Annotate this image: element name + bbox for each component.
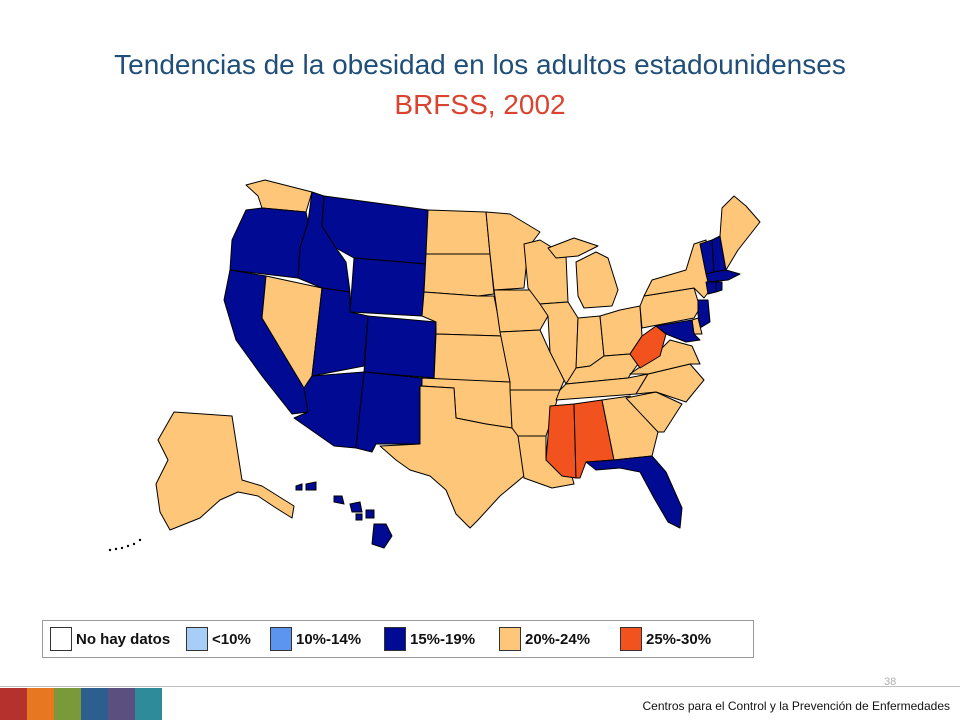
legend-label-10-14: 10%-14% [296,630,362,648]
legend-swatch-15-19 [384,627,406,651]
state-fl [585,455,683,529]
state-wa [245,179,313,213]
state-mi [575,251,619,309]
footer-organization: Centros para el Control y la Prevención … [642,699,951,713]
footer-bar-1 [0,688,27,720]
state-ga [601,395,659,461]
legend-item-10-14: 10%-14% [270,626,361,652]
legend-item-20-24: 20%-24% [499,626,590,652]
state-mi-up [547,237,599,259]
state-mo [499,329,567,391]
legend-swatch-no-data [50,627,72,651]
legend-item-15-19: 15%-19% [384,626,475,652]
state-md [655,319,701,343]
legend: No hay datos <10% 10%-14% 15%-19% 20%-24… [42,620,754,658]
state-ky [565,353,639,385]
state-hi [295,481,393,549]
state-wy [349,257,427,317]
footer-divider [0,686,960,687]
state-or [229,207,309,279]
legend-label-25-30: 25%-30% [646,630,712,648]
state-co [363,315,437,379]
legend-label-15-19: 15%-19% [410,630,476,648]
legend-label-lt10: <10% [212,630,251,648]
page-number: 38 [884,676,897,688]
legend-swatch-25-30 [620,627,642,651]
legend-item-no-data: No hay datos [50,626,170,652]
legend-swatch-lt10 [186,627,208,651]
us-obesity-map [108,179,761,552]
footer-color-bars [0,688,162,720]
legend-item-lt10: <10% [186,626,251,652]
page-title: Tendencias de la obesidad en los adultos… [114,49,846,80]
footer-bar-4 [81,688,108,720]
state-me [719,195,761,271]
footer-bar-5 [108,688,135,720]
state-sd [423,253,495,297]
state-tx [379,385,525,529]
footer-bar-6 [135,688,162,720]
state-ks [433,333,511,383]
legend-label-20-24: 20%-24% [525,630,591,648]
state-nj [697,299,711,329]
page-subtitle: BRFSS, 2002 [394,89,566,120]
footer-bar-3 [54,688,81,720]
legend-item-25-30: 25%-30% [620,626,711,652]
state-nd [425,209,491,255]
state-ak [155,411,295,531]
alaska-aleutian-islands [108,538,142,552]
state-ri [715,281,723,293]
state-nm [355,371,423,453]
state-ct [705,281,717,295]
footer-bar-2 [27,688,54,720]
legend-swatch-20-24 [499,627,521,651]
legend-swatch-10-14 [270,627,292,651]
legend-label-no-data: No hay datos [76,630,171,648]
state-ny [643,239,711,299]
